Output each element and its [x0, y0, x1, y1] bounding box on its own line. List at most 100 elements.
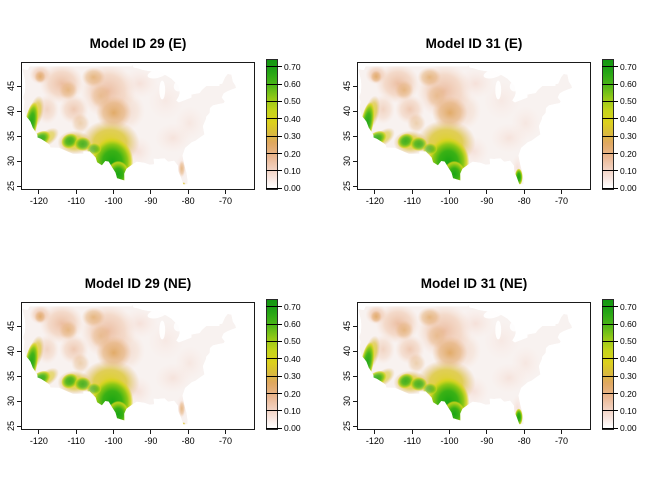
x-tick-label: -120 — [29, 435, 48, 446]
legend-tick-label: 0.20 — [620, 388, 637, 399]
legend-tick-label: 0.70 — [620, 61, 637, 72]
legend-tick-label: 0.60 — [284, 79, 301, 90]
x-axis-tick — [523, 190, 525, 194]
y-tick-label: 35 — [342, 371, 352, 382]
legend-tick-label: 0.60 — [620, 79, 637, 90]
y-axis-tick — [353, 160, 357, 162]
legend-tick — [266, 170, 282, 172]
x-tick-label: -80 — [517, 195, 531, 206]
legend-tick-label: 0.00 — [284, 183, 301, 194]
x-axis-tick — [486, 190, 488, 194]
legend-tick — [602, 187, 618, 189]
legend-tick-label: 0.70 — [620, 301, 637, 312]
legend-tick-label: 0.20 — [284, 148, 301, 159]
x-tick-label: -70 — [219, 435, 233, 446]
y-tick-label: 25 — [342, 421, 352, 432]
legend-colorbar — [602, 299, 614, 430]
x-tick-label: -110 — [403, 435, 421, 446]
legend-tick — [266, 118, 282, 120]
y-axis-tick — [353, 135, 357, 137]
y-tick-label: 25 — [6, 421, 16, 432]
x-tick-label: -110 — [67, 195, 85, 206]
x-axis-tick — [374, 430, 376, 434]
x-tick-label: -70 — [555, 195, 569, 206]
legend-tick — [602, 410, 618, 412]
legend-tick — [266, 187, 282, 189]
legend-tick — [602, 427, 618, 429]
y-axis-tick — [17, 325, 21, 327]
y-tick-label: 45 — [342, 321, 352, 332]
x-axis-tick — [225, 430, 227, 434]
y-tick-label: 35 — [6, 371, 16, 382]
x-tick-label: -90 — [480, 435, 494, 446]
y-tick-label: 45 — [342, 81, 352, 92]
x-tick-label: -120 — [365, 435, 384, 446]
y-axis-tick — [353, 350, 357, 352]
y-axis-tick — [17, 135, 21, 137]
legend-tick — [602, 83, 618, 85]
legend-tick-label: 0.60 — [284, 319, 301, 330]
x-axis-tick — [225, 190, 227, 194]
x-tick-label: -120 — [365, 195, 384, 206]
legend-tick — [602, 100, 618, 102]
legend-tick — [266, 375, 282, 377]
y-tick-label: 40 — [6, 346, 16, 357]
y-axis-tick — [353, 110, 357, 112]
panel-title: Model ID 31 (NE) — [420, 276, 528, 291]
y-tick-label: 40 — [6, 106, 16, 117]
map-plot-area — [357, 302, 591, 430]
y-axis-tick — [17, 85, 21, 87]
map-plot-area — [357, 62, 591, 190]
legend-tick-label: 0.30 — [620, 131, 637, 142]
legend-tick-label: 0.40 — [284, 353, 301, 364]
x-tick-label: -100 — [440, 435, 459, 446]
x-axis-tick — [75, 190, 77, 194]
y-axis-tick — [353, 400, 357, 402]
x-tick-label: -110 — [67, 435, 85, 446]
y-tick-label: 35 — [342, 131, 352, 142]
y-tick-label: 25 — [342, 181, 352, 192]
y-axis-tick — [17, 185, 21, 187]
us-map — [22, 304, 237, 425]
legend-tick-label: 0.10 — [284, 165, 301, 176]
legend-tick-label: 0.50 — [620, 96, 637, 107]
legend-colorbar — [266, 59, 278, 190]
legend-tick-label: 0.30 — [620, 371, 637, 382]
legend-tick — [266, 410, 282, 412]
legend-tick — [602, 306, 618, 308]
legend-tick — [266, 323, 282, 325]
legend-tick-label: 0.40 — [620, 113, 637, 124]
panel-model-31-ne: Model ID 31 (NE) -120 -110 -100 -90 -80 -70 25… — [336, 240, 672, 480]
legend-tick — [266, 100, 282, 102]
legend-tick-label: 0.40 — [284, 113, 301, 124]
legend-tick — [602, 393, 618, 395]
legend-tick — [602, 358, 618, 360]
y-tick-label: 30 — [6, 156, 16, 167]
y-axis-tick — [17, 425, 21, 427]
x-axis-tick — [187, 190, 189, 194]
y-axis-tick — [353, 85, 357, 87]
y-tick-label: 40 — [342, 346, 352, 357]
legend-tick-label: 0.60 — [620, 319, 637, 330]
legend-tick — [602, 66, 618, 68]
x-axis-tick — [150, 430, 152, 434]
legend-tick — [602, 135, 618, 137]
legend-colorbar — [266, 299, 278, 430]
legend-tick — [602, 375, 618, 377]
x-axis-tick — [113, 190, 115, 194]
legend-tick-label: 0.00 — [620, 183, 637, 194]
legend-tick — [602, 118, 618, 120]
legend-tick-label: 0.70 — [284, 61, 301, 72]
x-tick-label: -90 — [144, 195, 158, 206]
us-map — [358, 64, 573, 185]
legend-tick — [266, 393, 282, 395]
legend-tick — [602, 170, 618, 172]
y-tick-label: 45 — [6, 81, 16, 92]
x-axis-tick — [449, 190, 451, 194]
panel-title: Model ID 29 (E) — [89, 36, 187, 51]
legend-tick — [602, 323, 618, 325]
y-axis-tick — [17, 400, 21, 402]
y-tick-label: 30 — [342, 156, 352, 167]
y-axis-tick — [353, 425, 357, 427]
